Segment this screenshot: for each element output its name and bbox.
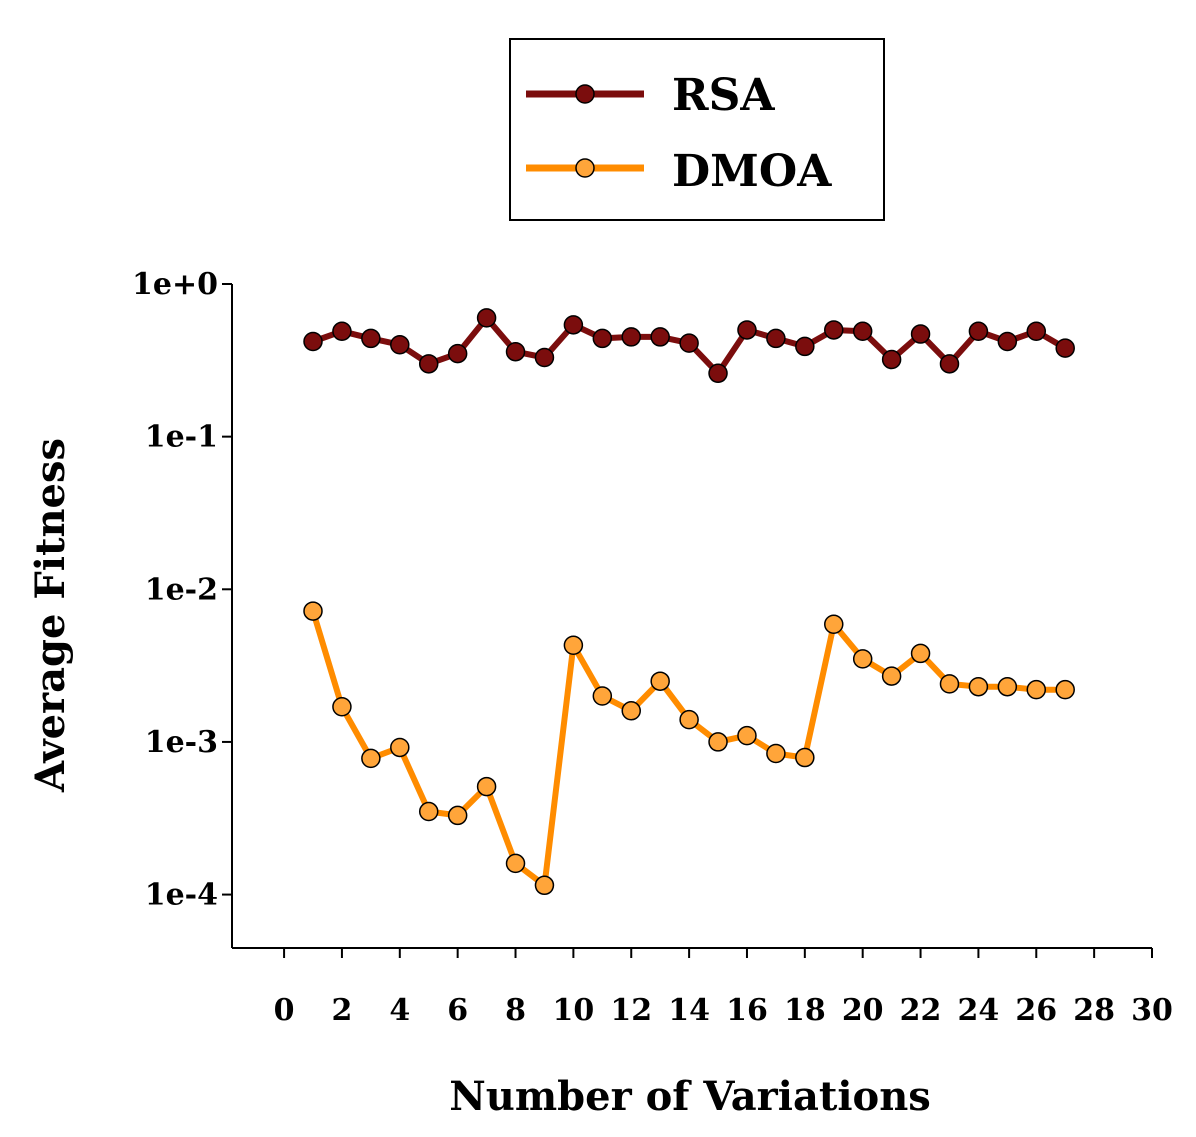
x-tick-label: 8 <box>505 993 526 1028</box>
x-tick-label: 6 <box>447 993 468 1028</box>
series-rsa-point <box>708 363 728 384</box>
x-tick-label: 30 <box>1131 993 1173 1028</box>
series-dmoa-point <box>852 649 873 669</box>
series-rsa-point <box>361 328 381 349</box>
series-dmoa-point <box>303 601 323 621</box>
series-dmoa-point <box>1026 679 1047 700</box>
series-rsa-point <box>795 336 815 357</box>
series-layer <box>303 308 1075 896</box>
series-dmoa-point <box>390 737 410 758</box>
y-tick-label: 1e-4 <box>145 878 218 913</box>
series-rsa-point <box>418 354 439 374</box>
series-rsa-point <box>910 324 931 344</box>
series-rsa-point <box>852 321 873 342</box>
x-tick-label: 24 <box>958 993 1000 1028</box>
x-tick-label: 10 <box>553 993 595 1028</box>
series-rsa-point <box>332 321 352 342</box>
series-rsa-point <box>476 308 497 328</box>
legend-rsa-marker <box>575 84 595 104</box>
x-tick-label: 26 <box>1015 993 1057 1028</box>
series-dmoa-point <box>737 725 757 746</box>
series-rsa-point <box>968 321 989 342</box>
series-dmoa <box>303 601 1075 896</box>
legend-box <box>509 38 885 221</box>
x-axis-title: Number of Variations <box>449 1073 931 1120</box>
series-dmoa-point <box>505 853 526 874</box>
y-tick-label: 1e-1 <box>145 420 218 455</box>
series-rsa-point <box>390 334 410 355</box>
series-rsa-point <box>737 320 757 340</box>
series-rsa-point <box>881 349 902 370</box>
legend-entry-rsa: RSA <box>526 70 775 121</box>
series-dmoa-point <box>621 701 641 721</box>
series-dmoa-point <box>795 747 815 768</box>
legend: RSA DMOA <box>509 38 885 221</box>
y-tick-label: 1e-2 <box>145 572 218 607</box>
x-tick-label: 4 <box>389 993 410 1028</box>
series-rsa-point <box>592 328 613 349</box>
series-dmoa-point <box>1055 679 1075 700</box>
series-dmoa-point <box>447 805 468 826</box>
y-ticks: 1e+0 1e-1 1e-2 1e-3 1e-4 <box>132 267 232 913</box>
series-dmoa-point <box>997 676 1018 697</box>
series-rsa-point <box>824 320 844 340</box>
series-dmoa-point <box>881 666 902 686</box>
series-dmoa-point <box>361 748 381 769</box>
series-rsa <box>303 308 1075 384</box>
series-rsa-point <box>505 341 526 362</box>
legend-entry-dmoa: DMOA <box>526 146 832 197</box>
series-rsa-point <box>1026 321 1047 342</box>
x-tick-label: 12 <box>610 993 652 1028</box>
series-rsa-point <box>1055 338 1075 358</box>
series-rsa-point <box>447 343 468 364</box>
series-dmoa-line <box>310 608 1069 889</box>
series-rsa-point <box>303 331 323 352</box>
series-rsa-point <box>939 354 960 374</box>
x-tick-label: 20 <box>842 993 884 1028</box>
y-tick-label: 1e-3 <box>145 725 218 760</box>
series-dmoa-point <box>563 635 584 655</box>
x-tick-label: 14 <box>668 993 710 1028</box>
legend-rsa-label: RSA <box>672 70 775 121</box>
series-dmoa-point <box>476 776 497 797</box>
x-tick-label: 18 <box>784 993 826 1028</box>
series-dmoa-point <box>824 614 844 635</box>
series-dmoa-point <box>332 697 352 717</box>
series-rsa-point <box>679 333 699 353</box>
series-dmoa-point <box>679 709 699 730</box>
series-rsa-point <box>621 327 641 347</box>
axes <box>231 284 1152 949</box>
series-rsa-point <box>563 315 584 335</box>
series-rsa-point <box>997 331 1018 352</box>
series-dmoa-point <box>910 643 931 664</box>
legend-dmoa-label: DMOA <box>672 146 832 197</box>
series-dmoa-point <box>766 743 786 764</box>
series-dmoa-point <box>592 686 613 706</box>
y-axis-title: Average Fitness <box>27 438 74 793</box>
series-dmoa-point <box>939 674 960 694</box>
x-tick-label: 28 <box>1073 993 1115 1028</box>
legend-dmoa-marker <box>575 158 595 178</box>
y-tick-label: 1e+0 <box>132 267 218 302</box>
x-ticks: 0 2 4 6 8 10 12 14 16 18 20 22 24 26 28 30 <box>274 948 1173 1028</box>
series-rsa-point <box>534 347 555 368</box>
x-tick-label: 22 <box>900 993 942 1028</box>
series-rsa-point <box>766 328 786 349</box>
x-tick-label: 0 <box>274 993 295 1028</box>
x-tick-label: 16 <box>726 993 768 1028</box>
series-rsa-point <box>650 327 670 347</box>
series-dmoa-point <box>418 801 439 822</box>
series-dmoa-point <box>650 671 670 691</box>
x-tick-label: 2 <box>331 993 352 1028</box>
series-dmoa-point <box>968 676 989 697</box>
series-dmoa-point <box>708 732 728 752</box>
series-dmoa-point <box>534 875 555 896</box>
